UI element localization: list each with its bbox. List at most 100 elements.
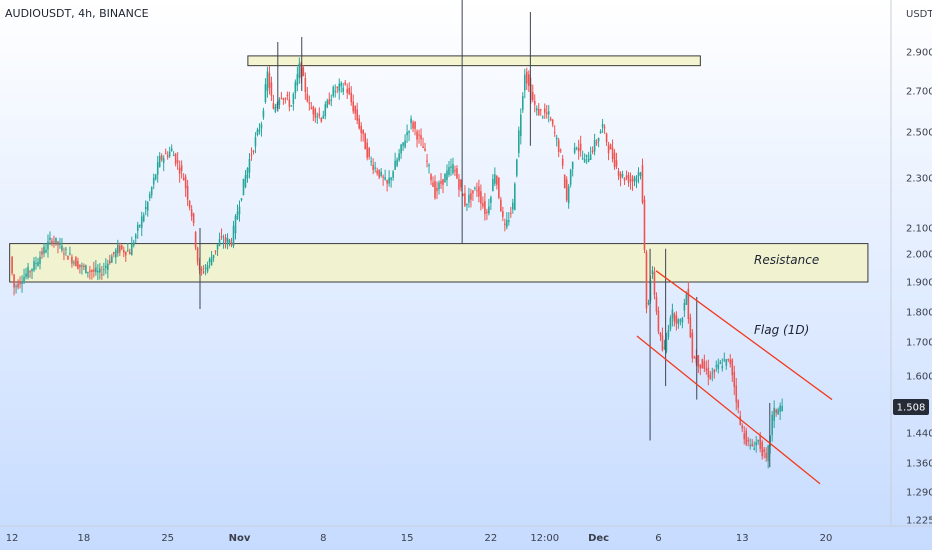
candle-body	[601, 124, 604, 128]
candle-body	[93, 269, 95, 272]
candle-body	[665, 337, 668, 352]
candle-body	[306, 93, 309, 102]
candle-body	[583, 159, 586, 163]
candle-body	[462, 194, 464, 196]
candle-body	[488, 206, 490, 214]
flag-trendline-3[interactable]	[636, 335, 821, 485]
candle-body	[360, 125, 362, 134]
candle-body	[559, 150, 562, 152]
candle-body	[506, 220, 508, 228]
candle-body	[691, 332, 694, 359]
candle-body	[330, 99, 333, 101]
candle-body	[190, 209, 193, 217]
candle-body	[743, 433, 746, 440]
time-axis[interactable]: 12 18 25 Nov 8 15 22 12:00 Dec 6 13 20	[6, 533, 833, 544]
candle-body	[164, 153, 167, 155]
time-tick-label: 8	[320, 533, 326, 544]
candle-body	[683, 303, 686, 311]
candle-body	[406, 132, 408, 136]
candle-body	[51, 240, 53, 244]
candle-body	[416, 131, 418, 140]
candle-body	[474, 187, 476, 189]
candle-body	[43, 246, 45, 254]
zone-top-resistance[interactable]	[247, 55, 701, 67]
time-tick-label: 12	[6, 533, 19, 544]
candle-body	[669, 317, 672, 330]
candle-body	[681, 317, 684, 323]
candle-body	[344, 82, 347, 85]
candle-body	[346, 88, 349, 93]
candle-body	[739, 416, 742, 425]
candle-body	[186, 185, 189, 200]
candle-body	[308, 102, 311, 104]
candle-body	[160, 155, 163, 160]
candle-body	[254, 137, 257, 147]
candle-body	[446, 170, 448, 180]
candle-body	[194, 232, 197, 248]
candle-body	[21, 283, 23, 285]
candle-body	[184, 176, 187, 189]
candle-body	[527, 74, 530, 86]
candle-body	[404, 140, 406, 148]
candle-body	[563, 174, 566, 189]
candle-body	[250, 154, 253, 156]
candle-body	[607, 145, 610, 154]
candle-body	[543, 108, 546, 113]
price-axis[interactable]: 2.900 2.700 2.500 2.300 2.100 2.000 1.900 1.800…	[893, 48, 932, 527]
candle-body	[729, 359, 732, 365]
candle-body	[284, 98, 287, 100]
candle-body	[551, 119, 554, 125]
candle-body	[623, 178, 626, 181]
candle-body	[388, 177, 390, 184]
candle-body	[514, 183, 516, 210]
price-tick-label: 2.000	[906, 250, 932, 261]
candle-body	[376, 170, 378, 174]
candle-body	[539, 109, 542, 111]
flag-trendline-2[interactable]	[655, 270, 833, 401]
candle-body	[342, 87, 345, 92]
candle-body	[47, 241, 49, 250]
candle-body	[384, 177, 386, 180]
time-tick-label: 13	[736, 533, 749, 544]
candle-body	[777, 409, 779, 415]
candle-body	[394, 160, 396, 170]
candle-body	[218, 238, 221, 246]
candle-body	[216, 244, 219, 250]
zone-resistance[interactable]	[9, 243, 869, 283]
price-tick-label: 1.800	[906, 308, 932, 319]
candle-body	[71, 256, 73, 264]
candle-body	[775, 409, 777, 414]
candle-body	[236, 211, 239, 220]
candle-body	[109, 260, 111, 264]
candle-body	[55, 237, 57, 243]
candle-body	[663, 347, 666, 349]
candle-body	[113, 252, 115, 254]
candle-body	[11, 256, 13, 274]
candle-body	[262, 110, 265, 118]
candle-body	[569, 169, 572, 185]
zones-layer	[9, 55, 869, 283]
candle-body	[537, 108, 540, 116]
candle-body	[382, 176, 384, 178]
candle-body	[115, 249, 117, 258]
candle-body	[119, 245, 121, 253]
candle-body	[286, 94, 289, 97]
candle-body	[89, 270, 91, 272]
candle-body	[212, 254, 215, 258]
candle-body	[154, 174, 157, 180]
candle-body	[372, 164, 374, 170]
candle-body	[85, 265, 87, 274]
candle-body	[597, 138, 600, 142]
price-tick-label: 1.600	[906, 372, 932, 383]
candle-body	[294, 82, 297, 94]
candle-body	[292, 93, 295, 104]
candle-body	[31, 268, 33, 272]
candle-body	[414, 122, 416, 129]
candle-body	[350, 92, 353, 103]
candle-body	[731, 359, 734, 376]
candle-body	[117, 244, 119, 254]
time-tick-label: 6	[655, 533, 661, 544]
candle-body	[436, 187, 438, 192]
candle-body	[356, 109, 359, 121]
candle-body	[585, 154, 588, 157]
